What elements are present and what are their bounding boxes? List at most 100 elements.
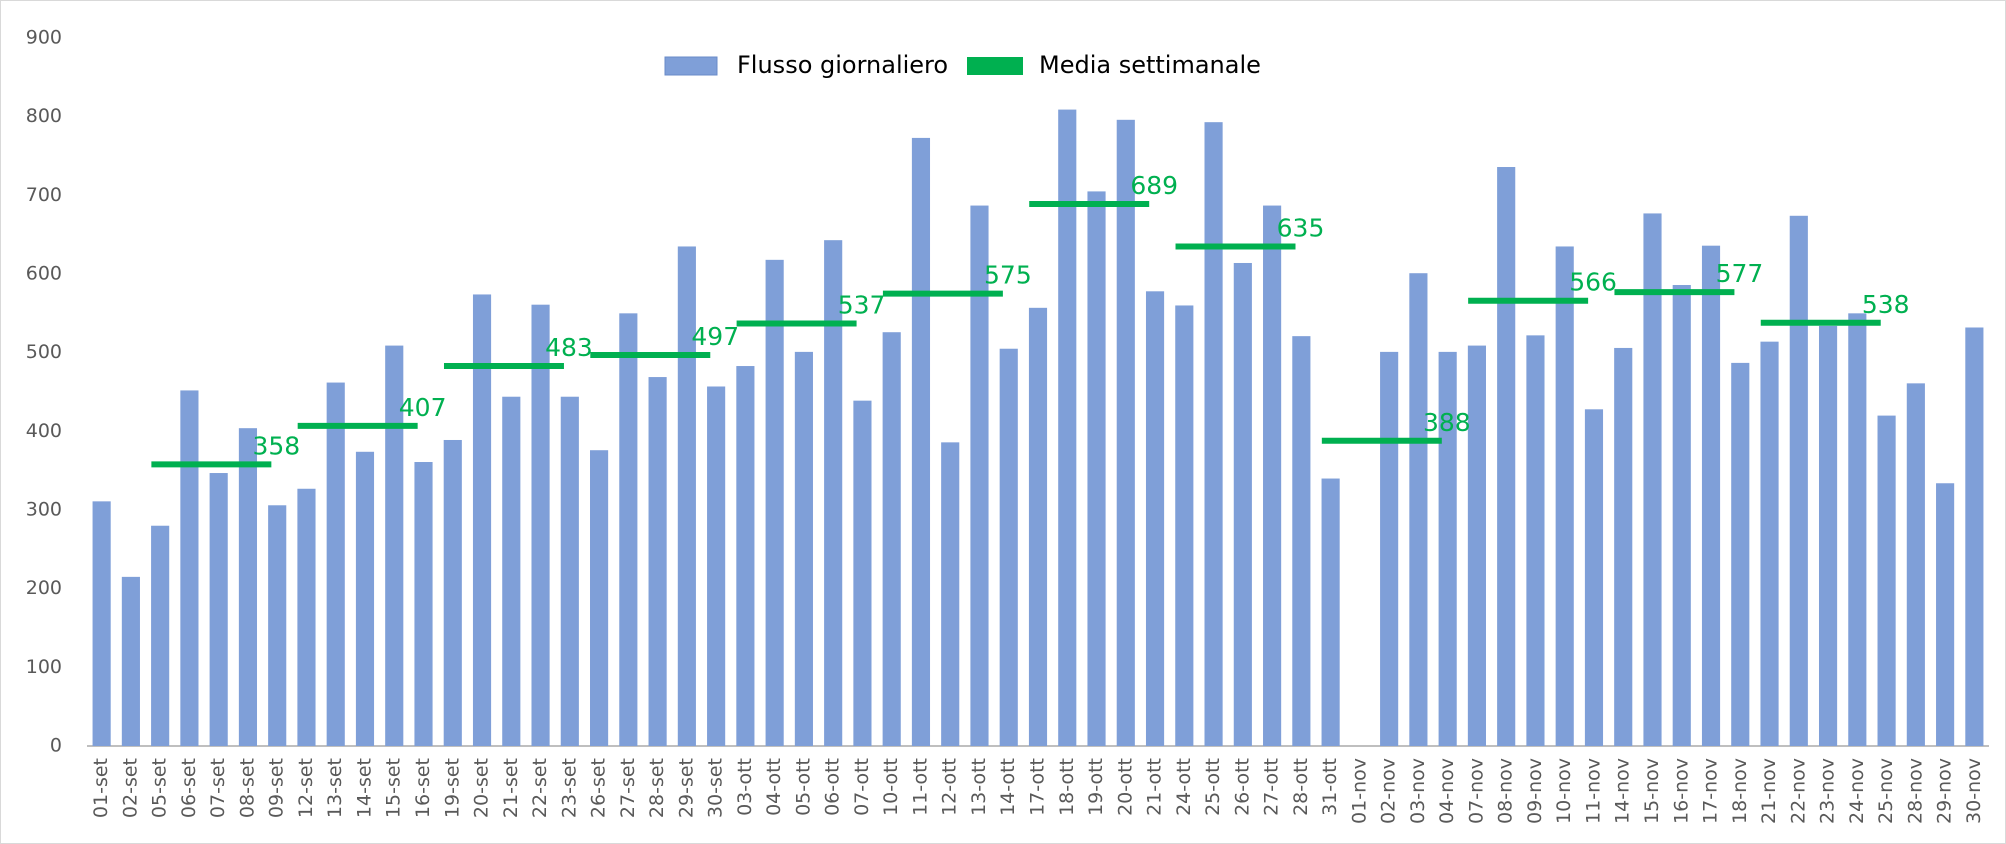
x-tick-label: 19-set xyxy=(441,758,463,818)
x-tick-label: 02-nov xyxy=(1378,758,1400,824)
bar xyxy=(648,377,667,746)
y-tick-label: 600 xyxy=(26,263,62,285)
x-tick-label: 11-ott xyxy=(909,758,931,816)
bar xyxy=(1175,305,1194,746)
bar xyxy=(1672,285,1691,746)
bar xyxy=(1526,335,1545,746)
bar xyxy=(297,488,316,746)
bar xyxy=(1467,345,1486,746)
bar xyxy=(1116,119,1135,746)
x-tick-label: 13-ott xyxy=(968,758,990,816)
bar xyxy=(1760,341,1779,746)
bar xyxy=(736,366,755,746)
x-tick-label: 03-nov xyxy=(1407,758,1429,824)
bar xyxy=(209,473,228,746)
bar xyxy=(472,294,492,746)
x-tick-label: 15-nov xyxy=(1641,758,1663,824)
bar xyxy=(853,400,872,746)
bar xyxy=(443,439,462,746)
bar xyxy=(1789,215,1808,746)
x-tick-label: 31-ott xyxy=(1319,758,1341,816)
bar xyxy=(707,386,726,746)
x-tick-label: 06-ott xyxy=(822,758,844,816)
data-label: 483 xyxy=(545,333,593,362)
bar xyxy=(151,525,170,746)
x-tick-label: 27-ott xyxy=(1261,758,1283,816)
bar xyxy=(911,137,931,746)
x-tick-label: 12-ott xyxy=(939,758,961,816)
y-tick-label: 900 xyxy=(26,27,62,49)
bar xyxy=(1233,262,1252,746)
bar xyxy=(794,351,813,746)
legend-swatch xyxy=(967,57,1023,75)
x-tick-label: 08-nov xyxy=(1495,758,1517,824)
bar xyxy=(355,451,375,746)
x-tick-label: 23-nov xyxy=(1817,758,1839,824)
x-tick-label: 04-nov xyxy=(1436,758,1458,824)
bar xyxy=(1643,213,1662,747)
x-tick-label: 01-set xyxy=(90,758,112,818)
bar xyxy=(590,450,609,746)
x-tick-label: 02-set xyxy=(119,758,141,818)
x-tick-label: 14-nov xyxy=(1612,758,1634,824)
x-tick-label: 06-set xyxy=(178,758,200,818)
x-tick-label: 28-ott xyxy=(1290,758,1312,816)
legend-label: Flusso giornaliero xyxy=(737,51,948,79)
x-tick-label: 28-set xyxy=(646,758,668,818)
bar xyxy=(1731,362,1750,746)
data-label: 497 xyxy=(691,322,739,351)
bar xyxy=(1584,409,1604,746)
bar xyxy=(1936,483,1955,746)
x-tick-label: 27-set xyxy=(617,758,639,818)
y-tick-label: 500 xyxy=(26,341,62,363)
x-tick-label: 23-set xyxy=(558,758,580,818)
bar xyxy=(1555,246,1574,746)
x-tick-label: 25-nov xyxy=(1875,758,1897,824)
x-tick-label: 04-ott xyxy=(763,758,785,816)
x-tick-label: 07-ott xyxy=(851,758,873,816)
y-tick-label: 400 xyxy=(26,420,62,442)
x-tick-label: 17-nov xyxy=(1700,758,1722,824)
data-label: 577 xyxy=(1716,259,1764,288)
x-tick-label: 21-nov xyxy=(1758,758,1780,824)
bar xyxy=(1204,122,1223,746)
x-tick-label: 05-ott xyxy=(792,758,814,816)
bar xyxy=(970,205,989,746)
bar xyxy=(882,332,901,746)
x-tick-label: 30-nov xyxy=(1963,758,1985,824)
x-tick-label: 10-ott xyxy=(880,758,902,816)
x-tick-label: 18-ott xyxy=(1056,758,1078,816)
x-tick-label: 24-ott xyxy=(1173,758,1195,816)
x-tick-label: 22-set xyxy=(529,758,551,818)
legend-swatch xyxy=(664,56,718,76)
x-tick-label: 17-ott xyxy=(1027,758,1049,816)
x-tick-label: 19-ott xyxy=(1085,758,1107,816)
y-tick-label: 0 xyxy=(50,735,62,757)
x-tick-label: 14-set xyxy=(353,758,375,818)
data-label: 566 xyxy=(1569,268,1617,297)
data-label: 575 xyxy=(984,261,1032,290)
x-tick-label: 16-set xyxy=(412,758,434,818)
x-tick-label: 20-set xyxy=(471,758,493,818)
legend-label: Media settimanale xyxy=(1039,51,1261,79)
bar xyxy=(326,382,345,746)
x-tick-label: 18-nov xyxy=(1729,758,1751,824)
data-label: 538 xyxy=(1862,290,1910,319)
x-tick-label: 26-set xyxy=(588,758,610,818)
x-tick-label: 24-nov xyxy=(1846,758,1868,824)
x-tick-label: 15-set xyxy=(383,758,405,818)
bar xyxy=(1145,291,1165,746)
bar xyxy=(502,396,521,746)
x-tick-label: 21-ott xyxy=(1144,758,1166,816)
data-label: 407 xyxy=(399,393,447,422)
bar xyxy=(121,576,140,746)
bar xyxy=(1848,313,1867,746)
bar xyxy=(180,390,199,746)
x-tick-label: 16-nov xyxy=(1670,758,1692,824)
data-label: 635 xyxy=(1277,213,1325,242)
x-tick-label: 10-nov xyxy=(1553,758,1575,824)
bar xyxy=(1321,478,1340,746)
x-tick-label: 03-ott xyxy=(734,758,756,816)
bar xyxy=(531,304,550,746)
